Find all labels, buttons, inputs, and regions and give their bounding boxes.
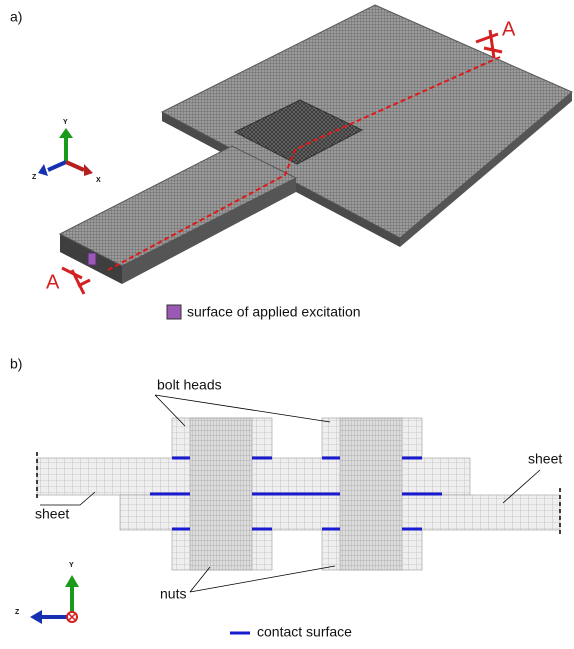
legend-label: surface of applied excitation — [187, 304, 361, 320]
axis-triad — [30, 575, 79, 624]
section-mark: A — [502, 18, 516, 40]
axis-triad — [38, 128, 93, 176]
panel-label: a) — [10, 9, 22, 25]
axis-label: Y — [69, 562, 74, 569]
callout-label: nuts — [160, 586, 186, 602]
cross-section-mesh — [36, 417, 561, 571]
axis-label: Y — [63, 119, 68, 126]
axis-label: Z — [32, 174, 37, 181]
section-arrows — [61, 29, 503, 295]
panel-label: b) — [10, 356, 22, 372]
callout-label: sheet — [528, 451, 562, 467]
sheet-ends — [36, 452, 561, 536]
legend-swatch — [166, 304, 182, 320]
section-mark: A — [46, 271, 60, 293]
plate-model — [58, 4, 573, 284]
callout-label: sheet — [35, 506, 69, 522]
legend-label: contact surface — [257, 624, 352, 640]
callout-label: bolt heads — [157, 377, 222, 393]
contact-lines — [150, 456, 442, 531]
axis-label: X — [96, 177, 101, 184]
axis-label: Z — [15, 609, 20, 616]
callout-lines — [40, 394, 541, 593]
